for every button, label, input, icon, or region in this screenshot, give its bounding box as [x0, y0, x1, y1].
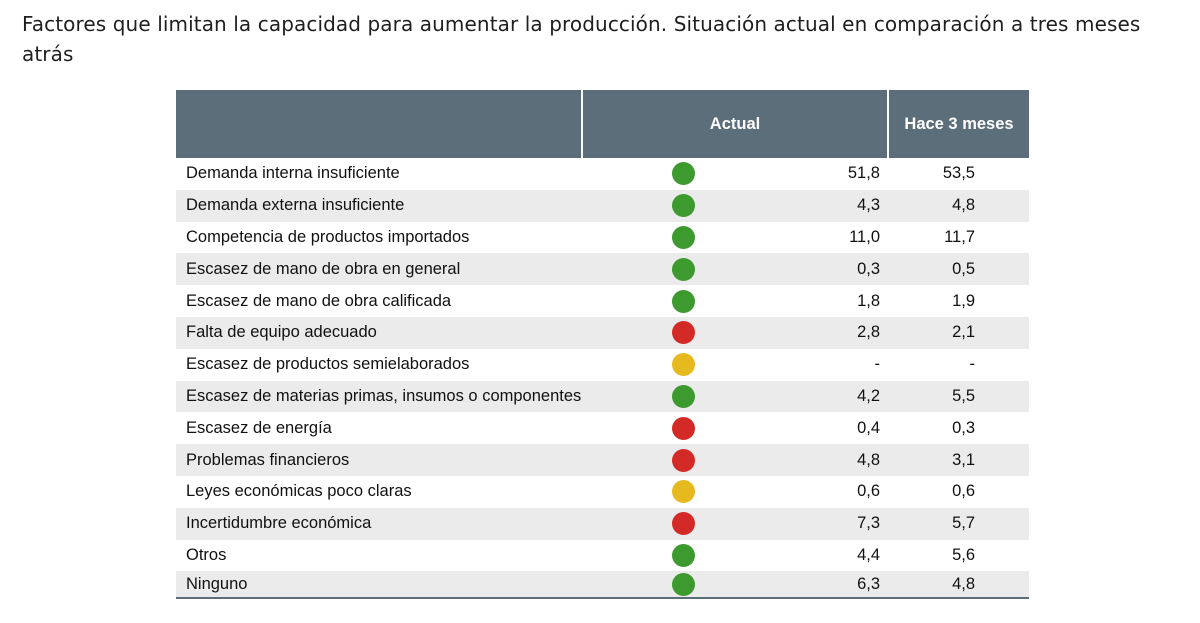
factor-label: Escasez de mano de obra en general — [176, 253, 582, 286]
status-yellow-dot-icon — [671, 480, 695, 504]
factor-label: Escasez de productos semielaborados — [186, 355, 470, 374]
table-row: Leyes económicas poco claras 0,6 0,6 — [176, 476, 1029, 508]
status-cell — [582, 476, 784, 508]
status-green-dot-icon — [671, 543, 695, 567]
table-row: Otros 4,4 5,6 — [176, 540, 1029, 572]
table-body: Demanda interna insuficiente 51,8 53,5 Dema… — [176, 158, 1029, 600]
actual-value: 0,6 — [857, 482, 880, 501]
actual-value: 4,4 — [857, 545, 880, 564]
status-cell — [582, 222, 784, 254]
table-row: Demanda externa insuficiente 4,3 4,8 — [176, 189, 1029, 222]
actual-value: - — [874, 355, 881, 374]
previous-value: - — [969, 355, 976, 374]
factor-label: Demanda interna insuficiente — [186, 164, 400, 183]
factor-label: Incertidumbre económica — [176, 507, 582, 540]
status-cell — [582, 540, 784, 572]
actual-value: 1,8 — [857, 291, 880, 310]
status-cell — [582, 253, 784, 286]
previous-value: 2,1 — [888, 316, 1029, 349]
factor-label: Falta de equipo adecuado — [176, 316, 582, 349]
table-row: Incertidumbre económica 7,3 5,7 — [176, 507, 1029, 540]
factors-table: Actual Hace 3 meses Demanda interna insu… — [176, 90, 1029, 600]
table-row: Escasez de energía 0,4 0,3 — [176, 412, 1029, 444]
previous-value: 1,9 — [952, 291, 975, 310]
factor-label: Escasez de materias primas, insumos o co… — [176, 380, 582, 413]
status-cell — [582, 380, 784, 413]
status-cell — [582, 189, 784, 222]
table-row: Competencia de productos importados 11,0 1… — [176, 222, 1029, 254]
table-row: Ninguno 6,3 4,8 — [176, 571, 1029, 600]
status-red-dot-icon — [671, 321, 695, 345]
status-green-dot-icon — [671, 162, 695, 186]
status-cell — [582, 316, 784, 349]
table-row: Escasez de materias primas, insumos o co… — [176, 380, 1029, 413]
actual-value: 51,8 — [847, 164, 880, 183]
actual-value: 11,0 — [849, 227, 880, 246]
status-cell — [582, 158, 784, 190]
factor-label: Otros — [186, 545, 227, 564]
previous-value: 5,6 — [952, 545, 975, 564]
previous-value: 5,5 — [888, 380, 1029, 413]
status-cell — [582, 412, 784, 444]
status-cell — [582, 571, 784, 600]
status-cell — [582, 285, 784, 317]
actual-value: 7,3 — [784, 507, 888, 540]
status-cell — [582, 444, 784, 476]
factor-label: Ninguno — [176, 571, 582, 600]
factor-label: Demanda externa insuficiente — [176, 189, 582, 222]
previous-value: 0,3 — [952, 418, 975, 437]
status-green-dot-icon — [671, 289, 695, 313]
previous-value: 5,7 — [888, 507, 1029, 540]
actual-value: 6,3 — [784, 571, 888, 600]
status-green-dot-icon — [671, 572, 695, 596]
previous-value: 53,5 — [942, 164, 975, 183]
factor-label: Competencia de productos importados — [186, 227, 470, 246]
header-previous: Hace 3 meses — [888, 90, 1029, 158]
previous-value: 4,8 — [888, 189, 1029, 222]
actual-value: 4,2 — [784, 380, 888, 413]
header-actual: Actual — [582, 90, 889, 158]
previous-value: 0,6 — [952, 482, 975, 501]
status-cell — [582, 507, 784, 540]
previous-value: 3,1 — [888, 444, 1029, 476]
previous-value: 0,5 — [888, 253, 1029, 286]
factor-label: Escasez de mano de obra calificada — [186, 291, 452, 310]
status-yellow-dot-icon — [671, 353, 695, 377]
factors-table-container: Actual Hace 3 meses Demanda interna insu… — [176, 90, 1029, 600]
actual-value: 4,8 — [784, 444, 888, 476]
factor-label: Problemas financieros — [176, 444, 582, 476]
status-green-dot-icon — [671, 225, 695, 249]
status-red-dot-icon — [671, 416, 695, 440]
status-green-dot-icon — [671, 384, 695, 408]
table-row: Escasez de mano de obra calificada 1,8 1,9 — [176, 285, 1029, 317]
status-red-dot-icon — [671, 448, 695, 472]
table-row: Problemas financieros 4,8 3,1 — [176, 444, 1029, 476]
table-header-row: Actual Hace 3 meses — [176, 90, 1029, 158]
previous-value: 11,7 — [944, 227, 975, 246]
table-row: Falta de equipo adecuado 2,8 2,1 — [176, 316, 1029, 349]
status-green-dot-icon — [671, 257, 695, 281]
actual-value: 4,3 — [784, 189, 888, 222]
actual-value: 2,8 — [784, 316, 888, 349]
actual-value: 0,3 — [784, 253, 888, 286]
factor-label: Escasez de energía — [186, 418, 332, 437]
previous-value: 4,8 — [888, 571, 1029, 600]
table-row: Demanda interna insuficiente 51,8 53,5 — [176, 158, 1029, 190]
actual-value: 0,4 — [857, 418, 880, 437]
status-red-dot-icon — [671, 512, 695, 536]
header-factor — [176, 90, 583, 158]
table-row: Escasez de mano de obra en general 0,3 0,5 — [176, 253, 1029, 286]
page-title: Factores que limitan la capacidad para a… — [22, 12, 1141, 66]
status-cell — [582, 349, 784, 381]
factor-label: Leyes económicas poco claras — [186, 482, 412, 501]
table-row: Escasez de productos semielaborados - - — [176, 349, 1029, 381]
status-green-dot-icon — [671, 194, 695, 218]
